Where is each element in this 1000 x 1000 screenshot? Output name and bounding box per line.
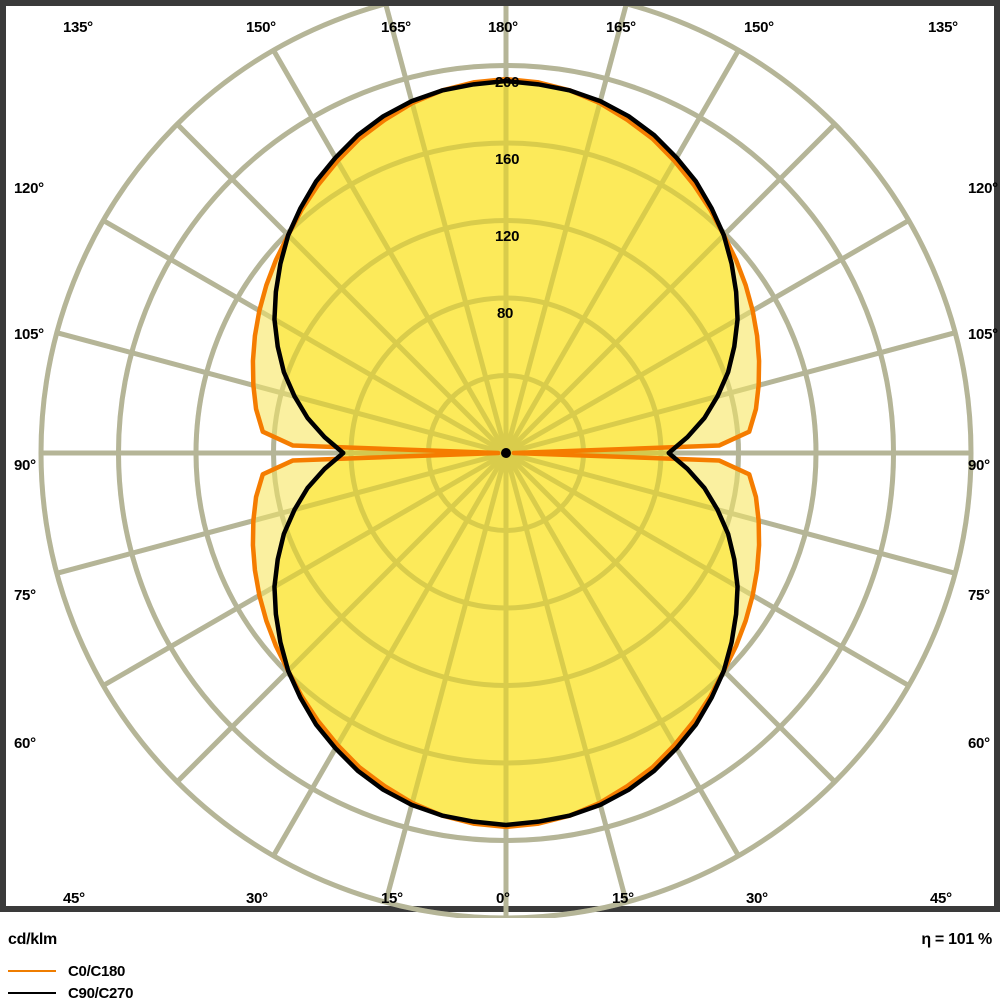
- angle-label-right-4: 60°: [968, 735, 990, 752]
- angle-label-bottom-1: 30°: [246, 890, 268, 907]
- radial-tick-label-120: 120: [495, 228, 520, 245]
- legend-label-c0-c180: C0/C180: [68, 962, 126, 980]
- angle-label-top-5: 150°: [744, 19, 774, 36]
- angle-label-bottom-3: 0°: [496, 890, 510, 907]
- angle-label-top-3: 180°: [488, 19, 518, 36]
- angle-label-top-1: 150°: [246, 19, 276, 36]
- angle-label-right-2: 90°: [968, 457, 990, 474]
- distribution-curves: [38, 6, 974, 918]
- angle-label-right-1: 105°: [968, 326, 998, 343]
- polar-chart-svg: [38, 6, 974, 918]
- radial-tick-label-200: 200: [495, 74, 520, 91]
- unit-label: cd/klm: [8, 931, 57, 948]
- angle-label-left-3: 75°: [14, 587, 36, 604]
- angle-label-left-0: 120°: [14, 180, 44, 197]
- legend-label-c90-c270: C90/C270: [68, 984, 134, 1000]
- angle-label-top-6: 135°: [928, 19, 958, 36]
- legend-item-c90-c270: C90/C270: [8, 985, 133, 1000]
- angle-label-right-0: 120°: [968, 180, 998, 197]
- radial-tick-label-80: 80: [497, 305, 514, 322]
- angle-label-top-2: 165°: [381, 19, 411, 36]
- angle-label-left-4: 60°: [14, 735, 36, 752]
- angle-label-bottom-4: 15°: [612, 890, 634, 907]
- angle-label-top-0: 135°: [63, 19, 93, 36]
- efficiency-label: η = 101 %: [921, 931, 992, 948]
- angle-label-left-1: 105°: [14, 326, 44, 343]
- polar-plot-frame: 135° 150° 165° 180° 165° 150° 135° 45° 3…: [0, 0, 1000, 918]
- angle-label-right-3: 75°: [968, 587, 990, 604]
- legend-color-swatch-c90-c270: [8, 992, 56, 994]
- origin-marker: [501, 448, 511, 458]
- figure-footer: cd/klm η = 101 % C0/C180 C90/C270: [0, 912, 1000, 1000]
- angle-label-bottom-5: 30°: [746, 890, 768, 907]
- legend-color-swatch-c0-c180: [8, 970, 56, 972]
- angle-label-bottom-0: 45°: [63, 890, 85, 907]
- legend-item-c0-c180: C0/C180: [8, 962, 126, 980]
- angle-label-left-2: 90°: [14, 457, 36, 474]
- angle-label-bottom-2: 15°: [381, 890, 403, 907]
- angle-label-bottom-6: 45°: [930, 890, 952, 907]
- angle-label-top-4: 165°: [606, 19, 636, 36]
- c90-c270-curve: [272, 78, 740, 828]
- radial-tick-label-160: 160: [495, 151, 520, 168]
